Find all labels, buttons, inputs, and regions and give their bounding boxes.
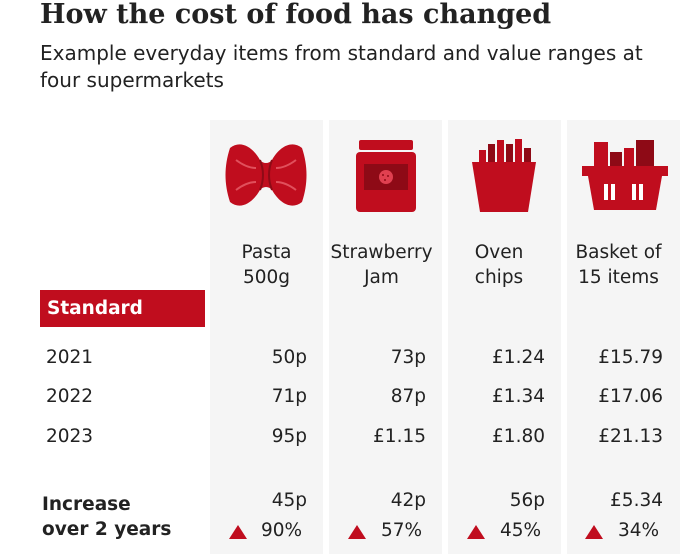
pasta-icon bbox=[216, 130, 316, 220]
row-year-2021: 2021 bbox=[46, 347, 94, 368]
cell-2021-basket: £15.79 bbox=[598, 347, 663, 368]
cell-2023-pasta: 95p bbox=[271, 426, 307, 447]
increase-percent-jam: 57% bbox=[381, 520, 423, 541]
increase-percent-pasta: 90% bbox=[261, 520, 303, 541]
cell-2021-pasta: 50p bbox=[271, 347, 307, 368]
up-triangle-icon bbox=[229, 525, 247, 539]
chips-icon bbox=[454, 130, 554, 220]
increase-percent-chips: 45% bbox=[500, 520, 542, 541]
column-header-jam: Strawberry Jam bbox=[330, 242, 433, 288]
chart-title: How the cost of food has changed bbox=[40, 0, 552, 30]
cell-2022-jam: 87p bbox=[390, 386, 426, 407]
row-year-2022: 2022 bbox=[46, 386, 94, 407]
column-header-chips: Oven chips bbox=[474, 242, 524, 288]
basket-icon bbox=[574, 130, 674, 220]
section-badge-standard-range: Standard range bbox=[40, 290, 205, 356]
increase-amount-pasta: 45p bbox=[271, 490, 307, 511]
increase-percent-basket: 34% bbox=[618, 520, 660, 541]
up-triangle-icon bbox=[467, 525, 485, 539]
increase-amount-basket: £5.34 bbox=[610, 490, 663, 511]
cell-2022-basket: £17.06 bbox=[598, 386, 663, 407]
up-triangle-icon bbox=[348, 525, 366, 539]
cell-2022-pasta: 71p bbox=[271, 386, 307, 407]
up-triangle-icon bbox=[585, 525, 603, 539]
cell-2023-basket: £21.13 bbox=[598, 426, 663, 447]
cell-2021-jam: 73p bbox=[390, 347, 426, 368]
chart-subtitle: Example everyday items from standard and… bbox=[40, 41, 643, 92]
cell-2022-chips: £1.34 bbox=[492, 386, 545, 407]
cell-2023-chips: £1.80 bbox=[492, 426, 545, 447]
column-header-pasta: Pasta 500g bbox=[241, 242, 292, 288]
row-year-2023: 2023 bbox=[46, 426, 94, 447]
increase-label: Increase over 2 years bbox=[42, 494, 172, 540]
column-header-basket: Basket of 15 items bbox=[575, 242, 662, 288]
cell-2023-jam: £1.15 bbox=[373, 426, 426, 447]
jam-jar-icon bbox=[336, 130, 436, 220]
increase-amount-jam: 42p bbox=[390, 490, 426, 511]
increase-amount-chips: 56p bbox=[509, 490, 545, 511]
cell-2021-chips: £1.24 bbox=[492, 347, 545, 368]
